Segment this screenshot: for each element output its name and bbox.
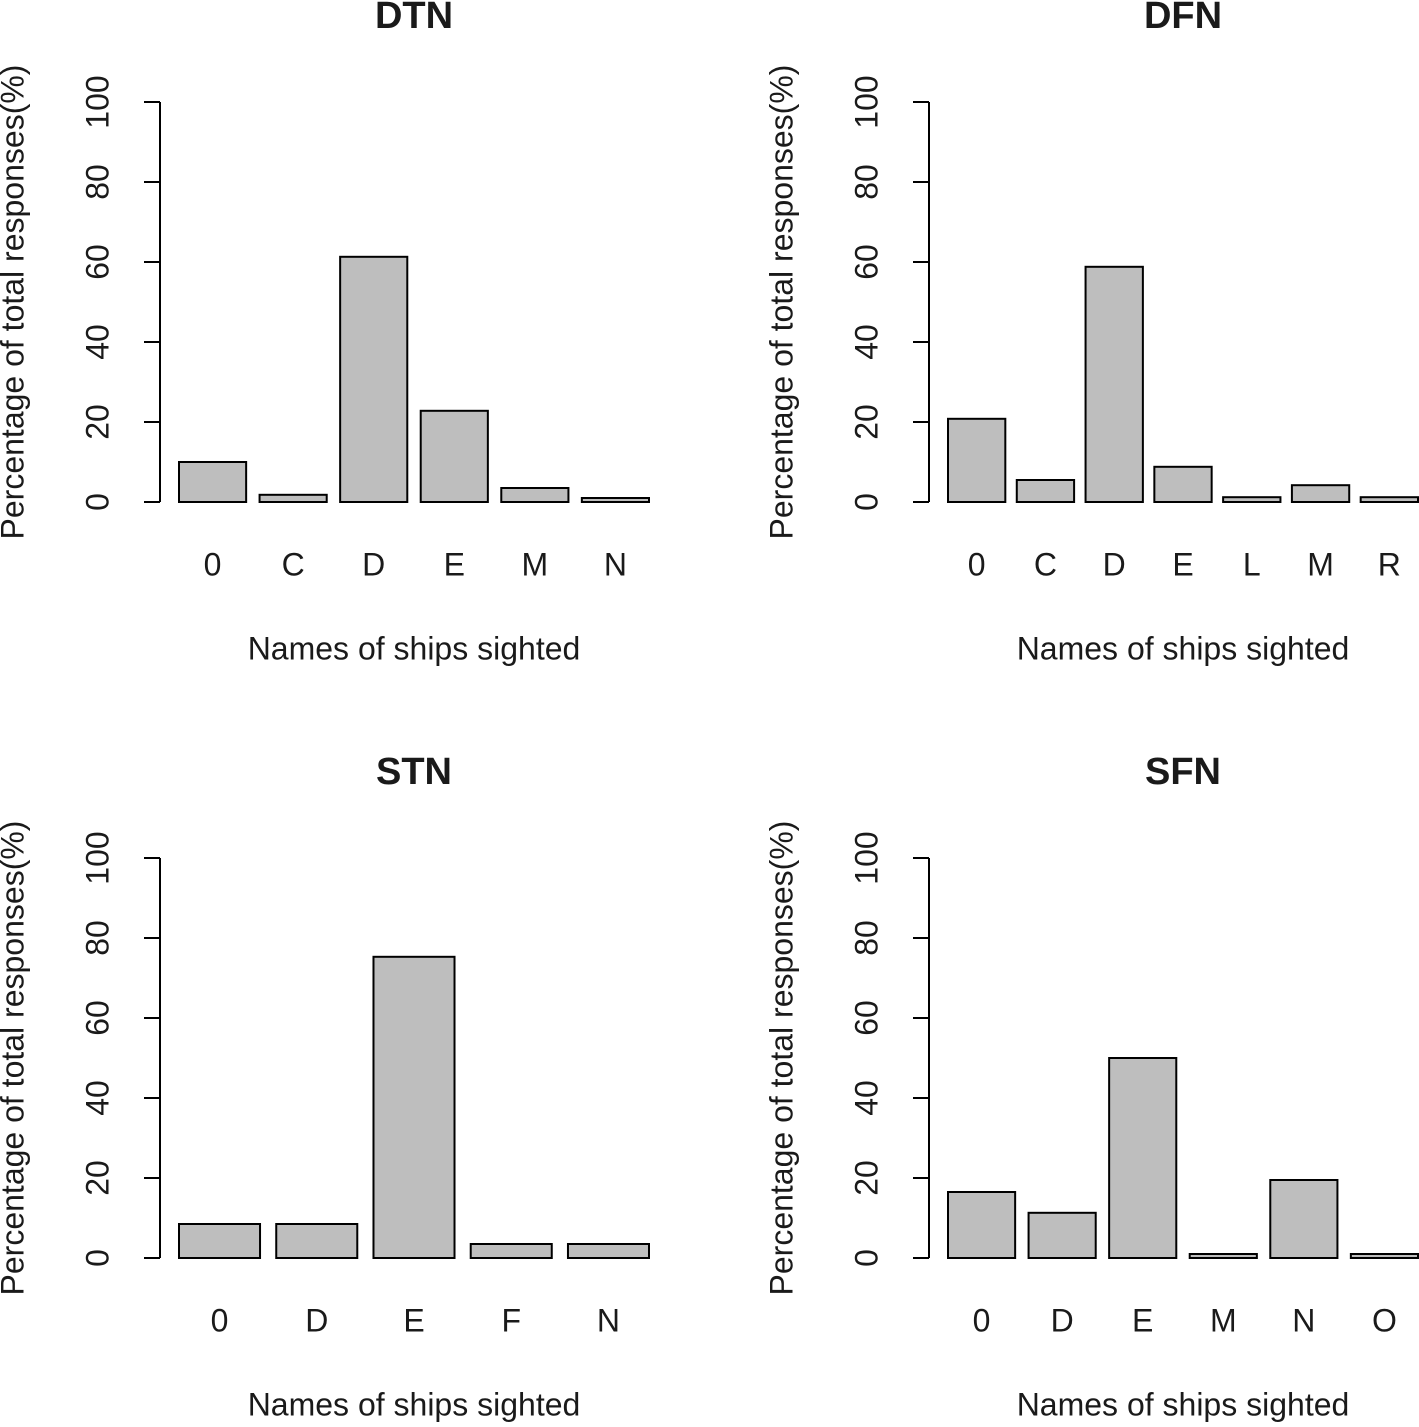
bar: [275, 1223, 359, 1259]
chart-title: DFN: [1144, 0, 1222, 37]
y-tick-label: 40: [848, 1080, 884, 1116]
bar: [1359, 496, 1419, 504]
bar: [1027, 1211, 1097, 1260]
chart-title: DTN: [375, 0, 453, 37]
y-tick-label: 20: [79, 404, 115, 440]
bar: [178, 1223, 262, 1259]
x-tick-label: 0: [973, 1302, 991, 1338]
y-tick-label: 100: [848, 831, 884, 884]
bar: [1269, 1179, 1339, 1259]
x-tick-label: 0: [968, 546, 986, 582]
y-tick-label: 0: [848, 493, 884, 511]
y-tick-label: 60: [848, 1000, 884, 1036]
y-axis-title: Percentage of total responses(%): [0, 821, 30, 1296]
bar: [178, 461, 248, 503]
chart-title: STN: [376, 751, 452, 793]
y-tick-label: 20: [848, 1160, 884, 1196]
y-tick-label: 80: [79, 164, 115, 200]
bar: [500, 487, 570, 503]
bar: [1290, 484, 1351, 504]
x-tick-label: 0: [204, 546, 222, 582]
bar: [947, 1191, 1017, 1259]
y-tick-label: 80: [848, 920, 884, 956]
x-axis-title: Names of ships sighted: [248, 630, 581, 666]
x-axis-title: Names of ships sighted: [1017, 1386, 1350, 1422]
x-tick-label: D: [1051, 1302, 1074, 1338]
bar: [1188, 1253, 1258, 1259]
bar: [1108, 1057, 1178, 1259]
x-axis-title: Names of ships sighted: [1017, 630, 1350, 666]
x-tick-label: R: [1378, 546, 1401, 582]
x-tick-label: F: [501, 1302, 521, 1338]
y-tick-label: 40: [79, 1080, 115, 1116]
x-axis-title: Names of ships sighted: [248, 1386, 581, 1422]
x-tick-label: 0: [211, 1302, 229, 1338]
x-tick-label: L: [1243, 546, 1261, 582]
bar: [1153, 465, 1213, 503]
bar: [258, 493, 328, 503]
y-axis-title: Percentage of total responses(%): [0, 65, 30, 540]
bar: [947, 417, 1007, 503]
y-tick-label: 60: [848, 244, 884, 280]
y-tick-label: 60: [79, 244, 115, 280]
bar: [580, 497, 650, 503]
x-tick-label: N: [1292, 1302, 1315, 1338]
y-tick-label: 0: [79, 1249, 115, 1267]
x-tick-label: E: [1172, 546, 1193, 582]
bar: [372, 955, 456, 1259]
y-axis-title: Percentage of total responses(%): [763, 65, 799, 540]
y-tick-label: 20: [848, 404, 884, 440]
bar: [1349, 1253, 1419, 1259]
bar: [1015, 479, 1076, 503]
bar: [419, 409, 489, 503]
x-tick-label: M: [1307, 546, 1334, 582]
y-tick-label: 100: [848, 75, 884, 128]
x-tick-label: D: [305, 1302, 328, 1338]
y-tick-label: 80: [79, 920, 115, 956]
y-tick-label: 80: [848, 164, 884, 200]
chart-title: SFN: [1145, 751, 1221, 793]
x-tick-label: E: [444, 546, 465, 582]
y-tick-label: 40: [848, 324, 884, 360]
bar: [339, 255, 409, 503]
x-tick-label: E: [1132, 1302, 1153, 1338]
y-tick-label: 100: [79, 75, 115, 128]
x-tick-label: M: [522, 546, 549, 582]
bar: [469, 1243, 553, 1259]
x-tick-label: N: [597, 1302, 620, 1338]
y-tick-label: 0: [79, 493, 115, 511]
y-axis-title: Percentage of total responses(%): [763, 821, 799, 1296]
x-tick-label: C: [1034, 546, 1057, 582]
bar: [566, 1243, 650, 1259]
y-tick-label: 100: [79, 831, 115, 884]
x-tick-label: C: [282, 546, 305, 582]
x-tick-label: O: [1372, 1302, 1397, 1338]
y-tick-label: 40: [79, 324, 115, 360]
x-tick-label: E: [403, 1302, 424, 1338]
bar: [1084, 265, 1144, 503]
x-tick-label: N: [604, 546, 627, 582]
x-tick-label: M: [1210, 1302, 1237, 1338]
y-tick-label: 0: [848, 1249, 884, 1267]
y-tick-label: 60: [79, 1000, 115, 1036]
x-tick-label: D: [1103, 546, 1126, 582]
y-tick-label: 20: [79, 1160, 115, 1196]
x-tick-label: D: [362, 546, 385, 582]
bar: [1222, 496, 1282, 504]
